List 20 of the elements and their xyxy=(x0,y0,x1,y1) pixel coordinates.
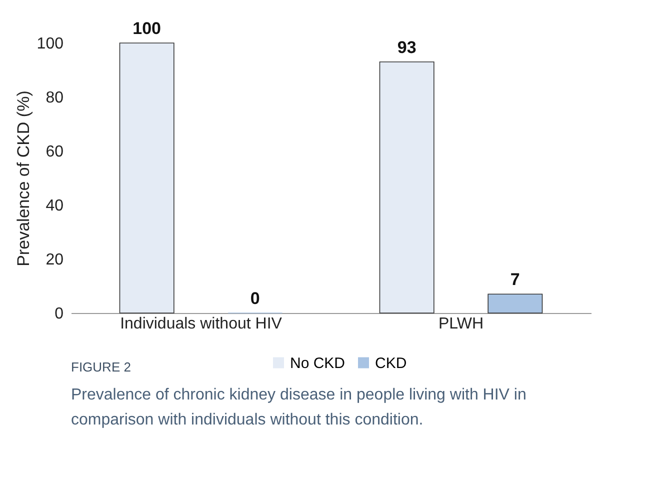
legend-label: No CKD xyxy=(290,354,346,372)
y-tick-label: 40 xyxy=(46,198,64,214)
text: Prevalence of chronic kidney disease in people living with HIV in comparison with individuals without this condition. xyxy=(71,386,526,428)
y-axis-title: Prevalence of CKD (%) xyxy=(14,90,33,266)
data-label: 7 xyxy=(510,270,520,290)
data-label: 0 xyxy=(250,289,260,308)
y-tick-label: 80 xyxy=(46,90,64,106)
caption: FIGURE 2 xyxy=(71,360,131,374)
data-label: 100 xyxy=(132,19,162,38)
x-tick-label: PLWH xyxy=(438,316,484,332)
x-tick-label: Individuals without HIV xyxy=(120,316,282,332)
data-label: 93 xyxy=(397,38,416,57)
y-tick-label: 100 xyxy=(36,36,64,52)
y-tick-label: 60 xyxy=(46,144,64,160)
bar xyxy=(488,294,543,314)
bar xyxy=(119,42,174,314)
y-tick-label: 20 xyxy=(46,252,64,268)
y-tick-label: 0 xyxy=(54,306,64,322)
bar xyxy=(379,62,434,314)
legend-label: CKD xyxy=(375,354,407,372)
